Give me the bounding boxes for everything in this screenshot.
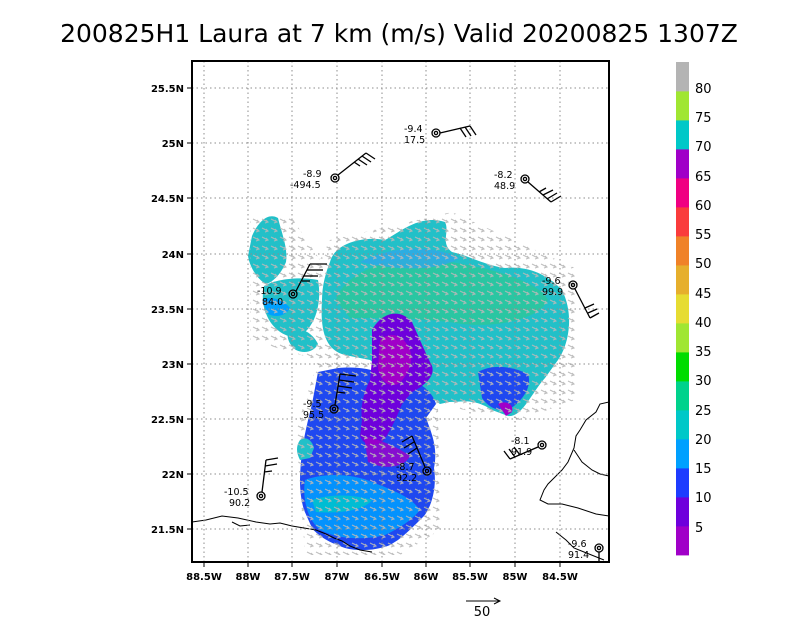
colorbar-label: 10 <box>695 491 712 506</box>
colorbar-swatch <box>676 91 689 121</box>
lon-label: 85W <box>503 572 528 583</box>
colorbar-label: 30 <box>695 374 712 389</box>
colorbar-label: 65 <box>695 170 712 185</box>
colorbar-label: 15 <box>695 462 712 477</box>
colorbar-swatch <box>676 381 689 411</box>
colorbar-label: 50 <box>695 257 712 272</box>
colorbar-label: 45 <box>695 287 712 302</box>
station-bottom-value: 90.2 <box>229 498 250 509</box>
colorbar-label: 20 <box>695 433 712 448</box>
colorbar: 5 10 15 20 25 30 35 40 45 50 55 60 65 70… <box>676 62 712 556</box>
station-bottom-value: 84.0 <box>262 297 283 308</box>
station-bottom-value: 91.4 <box>568 550 589 561</box>
colorbar-label: 40 <box>695 316 712 331</box>
station-marker <box>594 543 604 562</box>
station-top-value: -8.7 <box>396 462 415 473</box>
lon-label: 84.5W <box>542 572 578 583</box>
station-top-value: -9.6 <box>568 539 587 550</box>
colorbar-swatches <box>676 62 689 556</box>
colorbar-label: 60 <box>695 199 712 214</box>
colorbar-swatch <box>676 294 689 324</box>
station-marker <box>288 263 327 299</box>
reference-vector-label: 50 <box>474 605 491 618</box>
station-marker <box>329 373 357 414</box>
lon-label: 87W <box>325 572 350 583</box>
station-marker <box>568 280 600 319</box>
colorbar-label: 80 <box>695 82 712 97</box>
colorbar-swatch <box>676 265 689 295</box>
colorbar-swatch <box>676 410 689 440</box>
station-bottom-value: 99.9 <box>542 287 563 298</box>
axis-ticks <box>187 87 561 567</box>
colorbar-label: 5 <box>695 521 703 536</box>
colorbar-label: 55 <box>695 228 712 243</box>
lat-label: 22N <box>162 470 184 481</box>
station-marker <box>330 152 376 183</box>
colorbar-swatch <box>676 178 689 208</box>
colorbar-swatch <box>676 62 689 92</box>
station-marker <box>256 457 279 501</box>
station-bottom-value: 92.2 <box>396 473 417 484</box>
lat-label: 24.5N <box>151 194 184 205</box>
station-top-value: -9.5 <box>303 399 322 410</box>
colorbar-swatch <box>676 207 689 237</box>
lat-label: 24N <box>162 250 184 261</box>
latitude-labels: 25.5N 25N 24.5N 24N 23.5N 23N 22.5N 22N … <box>151 84 184 536</box>
station-top-value: -8.2 <box>494 170 513 181</box>
lat-label: 23.5N <box>151 305 184 316</box>
lat-label: 22.5N <box>151 415 184 426</box>
map-gridlines <box>192 61 609 562</box>
station-top-value: -8.1 <box>511 436 530 447</box>
station-bottom-value: 91.9 <box>511 447 532 458</box>
colorbar-swatch <box>676 526 689 556</box>
lat-label: 21.5N <box>151 525 184 536</box>
colorbar-swatch <box>676 352 689 382</box>
station-bottom-value: 48.9 <box>494 181 515 192</box>
station-bottom-value: -494.5 <box>290 180 321 191</box>
station-top-value: -10.9 <box>257 286 282 297</box>
colorbar-swatch <box>676 236 689 266</box>
reference-vector: 50 <box>466 597 502 618</box>
colorbar-labels: 5 10 15 20 25 30 35 40 45 50 55 60 65 70… <box>695 82 712 536</box>
station-marker <box>503 440 547 460</box>
lon-label: 86.5W <box>364 572 400 583</box>
colorbar-swatch <box>676 120 689 150</box>
lat-label: 25.5N <box>151 84 184 95</box>
station-barbs <box>256 125 604 562</box>
map-panel: -9.4 17.5 -8.9 -494.5 -8.2 48.9 -9.6 99.… <box>151 60 610 583</box>
longitude-labels: 88.5W 88W 87.5W 87W 86.5W 86W 85.5W 85W … <box>186 572 578 583</box>
station-marker <box>520 174 562 203</box>
station-top-value: -8.9 <box>303 169 322 180</box>
colorbar-swatch <box>676 497 689 527</box>
lat-label: 25N <box>162 139 184 150</box>
colorbar-swatch <box>676 149 689 179</box>
colorbar-label: 75 <box>695 111 712 126</box>
station-marker <box>431 125 477 138</box>
station-top-value: -10.5 <box>224 487 249 498</box>
colorbar-label: 25 <box>695 404 712 419</box>
colorbar-swatch <box>676 323 689 353</box>
station-bottom-value: 95.5 <box>303 410 324 421</box>
station-labels: -9.4 17.5 -8.9 -494.5 -8.2 48.9 -9.6 99.… <box>224 124 589 561</box>
map-frame <box>191 60 610 563</box>
lon-label: 88W <box>236 572 261 583</box>
colorbar-label: 35 <box>695 345 712 360</box>
station-bottom-value: 17.5 <box>404 135 425 146</box>
figure-title: 200825H1 Laura at 7 km (m/s) Valid 20200… <box>60 19 738 48</box>
lon-label: 86W <box>414 572 439 583</box>
colorbar-label: 70 <box>695 140 712 155</box>
station-top-value: -9.4 <box>404 124 423 135</box>
colorbar-swatch <box>676 439 689 469</box>
lat-label: 23N <box>162 360 184 371</box>
lon-label: 87.5W <box>274 572 310 583</box>
lon-label: 88.5W <box>186 572 222 583</box>
station-marker <box>401 435 432 476</box>
lon-label: 85.5W <box>452 572 488 583</box>
colorbar-swatch <box>676 468 689 498</box>
station-top-value: -9.6 <box>542 276 561 287</box>
wind-swath <box>248 212 575 555</box>
